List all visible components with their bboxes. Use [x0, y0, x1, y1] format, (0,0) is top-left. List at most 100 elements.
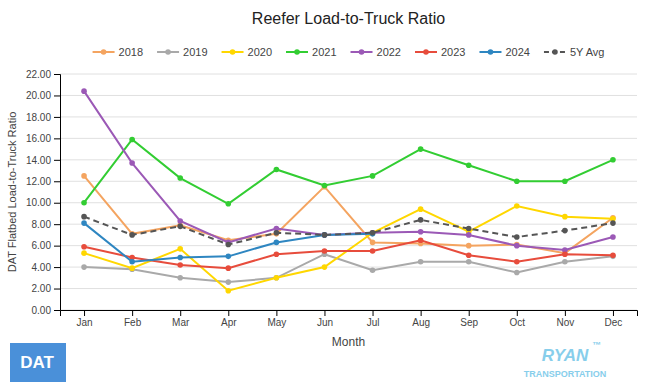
y-tick: 12.00	[26, 176, 60, 187]
series-point	[274, 240, 280, 246]
series-point	[562, 178, 568, 184]
y-tick-label: 12.00	[26, 176, 51, 187]
x-tick: Sep	[460, 310, 478, 328]
y-tick-mark	[54, 74, 60, 75]
series-point	[177, 175, 183, 181]
x-tick-mark	[613, 310, 614, 316]
y-tick-label: 16.00	[26, 133, 51, 144]
x-tick: Nov	[556, 310, 574, 328]
series-point	[81, 220, 87, 226]
legend-label: 2018	[119, 46, 143, 58]
legend-label: 2019	[183, 46, 207, 58]
chart-title: Reefer Load-to-Truck Ratio	[252, 10, 445, 27]
series-point	[225, 288, 231, 294]
x-tick-label: Aug	[412, 317, 430, 328]
series-point	[225, 279, 231, 285]
series-point	[562, 214, 568, 220]
x-tick-mark	[565, 310, 566, 316]
series-point	[514, 243, 520, 249]
y-tick: 4.00	[32, 262, 60, 273]
y-tick: 20.00	[26, 90, 60, 101]
series-point	[274, 275, 280, 281]
y-tick-label: 18.00	[26, 112, 51, 123]
y-tick-label: 6.00	[32, 240, 52, 251]
legend-label: 2024	[505, 46, 529, 58]
x-tick-label: Dec	[605, 317, 623, 328]
series-point	[370, 230, 376, 236]
x-tick: Aug	[412, 310, 430, 328]
series	[81, 88, 616, 252]
legend-entry: 2024	[479, 46, 529, 58]
series-line	[84, 206, 613, 291]
y-tick-mark	[54, 203, 60, 204]
legend-marker	[230, 49, 236, 55]
y-tick-label: 20.00	[26, 90, 51, 101]
series-point	[225, 254, 231, 260]
series-point	[81, 200, 87, 206]
series-point	[225, 265, 231, 271]
series-point	[370, 240, 376, 246]
grid-line	[60, 202, 637, 203]
series-point	[177, 246, 183, 252]
x-tick: Feb	[124, 310, 142, 328]
series-point	[81, 264, 87, 270]
y-tick-mark	[54, 224, 60, 225]
series-point	[418, 237, 424, 243]
y-tick: 10.00	[26, 197, 60, 208]
x-tick: May	[267, 310, 286, 328]
legend-marker	[488, 49, 494, 55]
series	[81, 220, 375, 264]
series-point	[322, 183, 328, 189]
legend-entry: 5Y Avg	[544, 46, 604, 58]
series-point	[370, 173, 376, 179]
x-tick: Jul	[367, 310, 380, 328]
annotation: ™	[592, 340, 601, 350]
series-point	[81, 173, 87, 179]
y-axis-title: DAT Flatbed Load-to-Truck Ratio	[6, 112, 18, 273]
legend-marker	[359, 49, 365, 55]
series-point	[81, 250, 87, 256]
y-tick-label: 8.00	[32, 219, 52, 230]
x-axis: JanFebMarAprMayJunJulAugSepOctNovDec	[61, 310, 638, 328]
x-tick: Dec	[605, 310, 623, 328]
series	[81, 173, 616, 256]
series-point	[418, 229, 424, 235]
y-tick: 6.00	[32, 240, 60, 251]
series-point	[81, 88, 87, 94]
annotation: TRANSPORTATION	[524, 369, 607, 379]
y-tick-label: 10.00	[26, 197, 51, 208]
series-point	[418, 146, 424, 152]
y-tick: 0.00	[32, 305, 60, 316]
legend-label: 2022	[377, 46, 401, 58]
logo-box	[10, 343, 66, 382]
legend-marker	[552, 49, 558, 55]
y-axis-line	[54, 75, 61, 311]
x-tick-mark	[180, 310, 181, 316]
legend-marker	[423, 49, 429, 55]
y-tick-label: 0.00	[32, 305, 52, 316]
series-point	[81, 244, 87, 250]
x-tick-mark	[373, 310, 374, 316]
series-point	[225, 201, 231, 207]
x-tick-label: Jan	[76, 317, 92, 328]
logos: DATRYAN™TRANSPORTATION	[10, 340, 606, 382]
x-tick: Mar	[172, 310, 190, 328]
series-point	[418, 259, 424, 265]
grid-line	[60, 138, 637, 139]
series-point	[225, 242, 231, 248]
x-tick-mark	[276, 310, 277, 316]
grid-line	[60, 267, 637, 268]
grid-line	[60, 74, 637, 75]
series-point	[610, 220, 616, 226]
x-tick-label: May	[267, 317, 286, 328]
y-tick: 22.00	[26, 69, 60, 80]
series-point	[370, 230, 376, 236]
series-point	[466, 252, 472, 258]
chart-svg: 0.002.004.006.008.0010.0012.0014.0016.00…	[0, 0, 653, 392]
legend-entry: 2020	[222, 46, 272, 58]
series-point	[81, 214, 87, 220]
x-tick-label: Jul	[367, 317, 380, 328]
y-tick-mark	[54, 117, 60, 118]
x-tick-label: Nov	[556, 317, 574, 328]
y-tick-mark	[54, 267, 60, 268]
